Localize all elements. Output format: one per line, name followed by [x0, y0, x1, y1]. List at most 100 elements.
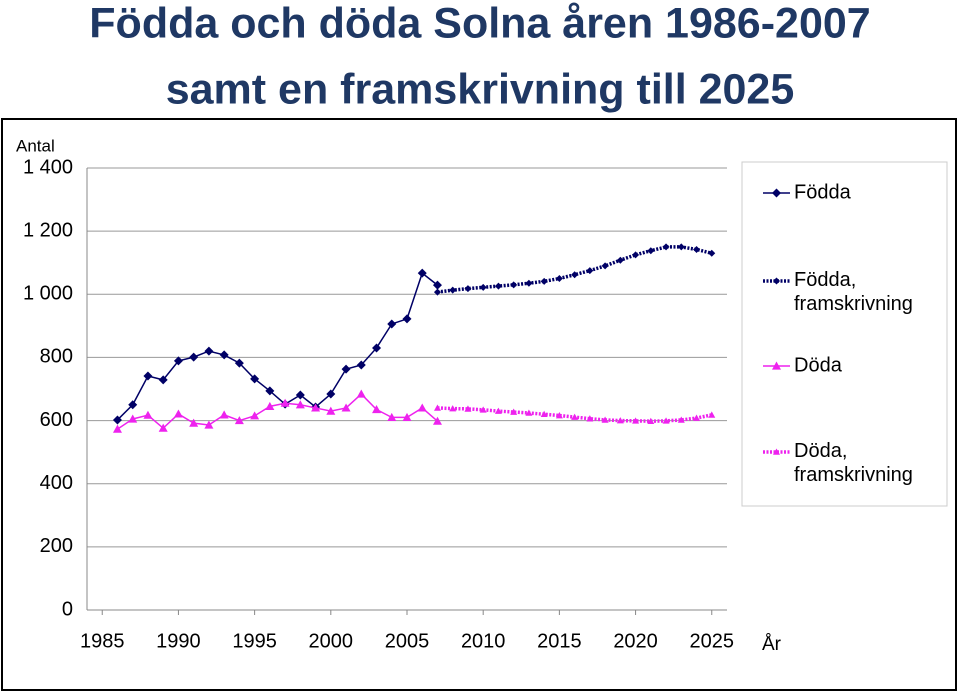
y-tick-label: 1 000 [23, 283, 73, 305]
data-point [662, 417, 670, 424]
data-point [449, 286, 457, 294]
data-point [372, 343, 382, 353]
series-line [437, 245, 713, 294]
x-tick-label: 1990 [156, 630, 201, 652]
data-point [234, 358, 244, 368]
data-point [295, 390, 305, 400]
x-tick-label: 2010 [461, 630, 506, 652]
data-point [432, 280, 442, 290]
data-point [250, 411, 260, 420]
data-point [540, 410, 548, 418]
data-point [204, 420, 214, 429]
legend-marker [773, 448, 780, 455]
data-point [280, 398, 290, 407]
legend-marker [773, 277, 780, 285]
data-point [219, 410, 229, 419]
x-tick-label: 2000 [309, 630, 354, 652]
data-point [417, 403, 427, 412]
y-tick-label: 1 200 [23, 219, 73, 241]
data-point [586, 267, 594, 275]
data-point [510, 408, 518, 415]
data-point [464, 285, 472, 293]
legend-box [741, 161, 948, 507]
data-point [356, 360, 366, 370]
data-point [402, 314, 412, 324]
data-point [464, 405, 472, 412]
data-point [632, 417, 640, 424]
data-point [494, 282, 502, 290]
x-tick-label: 2005 [385, 630, 430, 652]
data-point [525, 409, 533, 416]
data-point [387, 319, 397, 329]
data-point [402, 412, 412, 422]
data-point [173, 356, 183, 366]
data-point [356, 389, 366, 398]
data-point [433, 288, 441, 296]
legend-label-line: Döda, [794, 440, 847, 462]
data-point [433, 404, 441, 411]
data-point [601, 262, 609, 270]
data-point [173, 409, 183, 418]
data-point [708, 411, 716, 418]
data-point [479, 406, 487, 413]
legend-marker [772, 188, 781, 198]
data-point [265, 401, 275, 410]
data-point [112, 415, 122, 425]
chart-frame [1, 118, 957, 691]
data-point [112, 424, 122, 433]
data-point [555, 412, 563, 419]
data-point [479, 283, 487, 291]
data-point [616, 417, 624, 424]
legend-label: Döda [794, 354, 843, 376]
data-point [571, 413, 579, 420]
data-point [341, 403, 351, 412]
data-point [311, 403, 321, 412]
data-point [326, 406, 336, 415]
data-point [158, 423, 168, 432]
data-point [417, 268, 427, 278]
y-tick-label: 600 [40, 409, 73, 431]
data-point [341, 364, 351, 374]
data-point [128, 414, 138, 423]
data-point [387, 412, 397, 422]
y-tick-label: 400 [40, 472, 73, 494]
legend-label: Döda, framskrivning [794, 440, 913, 486]
data-point [128, 400, 138, 410]
legend-label: Födda [794, 181, 852, 203]
legend-marker [772, 361, 781, 370]
data-point [143, 410, 153, 419]
y-tick-label: 0 [62, 598, 73, 620]
data-point [693, 245, 701, 253]
data-point [158, 375, 168, 385]
y-tick-label: 800 [40, 346, 73, 368]
data-point [662, 243, 670, 251]
x-axis-label: År [762, 634, 782, 655]
data-point [189, 352, 199, 362]
data-point [295, 400, 305, 409]
data-point [189, 418, 199, 427]
data-point [204, 346, 214, 356]
series-line [117, 393, 438, 430]
series-line [116, 271, 438, 421]
data-point [510, 281, 518, 289]
data-point [632, 251, 640, 259]
data-point [265, 386, 275, 396]
data-point [494, 407, 502, 414]
data-point [647, 247, 655, 255]
data-point [571, 271, 579, 279]
data-point [693, 414, 701, 421]
data-point [677, 416, 685, 423]
legend-label-line: framskrivning [794, 464, 913, 486]
chart-subtitle: samt en framskrivning till 2025 [166, 65, 795, 113]
data-point [449, 405, 457, 412]
y-tick-label: 200 [40, 535, 73, 557]
y-tick-label: 1 400 [23, 156, 73, 178]
data-point [601, 416, 609, 423]
data-point [143, 371, 153, 381]
x-tick-label: 2020 [613, 630, 658, 652]
data-point [708, 249, 716, 257]
data-point [219, 350, 229, 360]
chart-title: Födda och döda Solna åren 1986-2007 [89, 0, 870, 47]
data-point [677, 243, 685, 251]
